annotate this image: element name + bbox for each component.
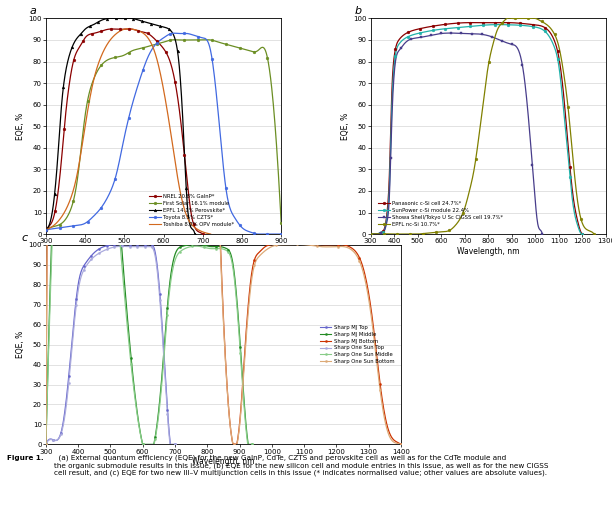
Legend: Panasonic c-Si cell 24.7%*, SunPower c-Si module 22.4%, Showa Shell/Tokyo U Sc C: Panasonic c-Si cell 24.7%*, SunPower c-S… [378,200,504,227]
X-axis label: Wavelength, nm: Wavelength, nm [132,247,195,256]
Text: Figure 1.: Figure 1. [7,455,44,461]
Legend: Sharp MJ Top, Sharp MJ Middle, Sharp MJ Bottom, Sharp One Sun Top, Sharp One Sun: Sharp MJ Top, Sharp MJ Middle, Sharp MJ … [319,325,395,365]
Text: (a) External quantum efficiency (EQE) for the new GaInP, CdTe, CZTS and perovski: (a) External quantum efficiency (EQE) fo… [54,455,548,477]
X-axis label: Wavelength, nm: Wavelength, nm [457,247,520,256]
Text: c: c [21,232,27,242]
X-axis label: Wavelength, nm: Wavelength, nm [192,458,255,467]
Y-axis label: EQE, %: EQE, % [17,331,26,358]
Y-axis label: EQE, %: EQE, % [341,113,350,140]
Y-axis label: EQE, %: EQE, % [17,113,26,140]
Legend: NREL 20.8% GaInP*, First Solar 16.1% module, EPFL 14.1% Perovskite*, Toyota 8.5%: NREL 20.8% GaInP*, First Solar 16.1% mod… [149,194,235,227]
Text: a: a [29,6,36,16]
Text: b: b [354,6,361,16]
